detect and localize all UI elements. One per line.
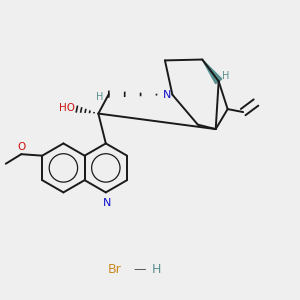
Text: H: H	[96, 92, 103, 101]
Text: N: N	[103, 198, 112, 208]
Text: H: H	[151, 263, 161, 276]
Text: H: H	[223, 71, 230, 81]
Text: Br: Br	[107, 263, 121, 276]
Text: HO: HO	[59, 103, 75, 112]
Polygon shape	[202, 59, 222, 84]
Text: O: O	[17, 142, 26, 152]
Text: N: N	[163, 90, 171, 100]
Text: —: —	[133, 263, 146, 276]
